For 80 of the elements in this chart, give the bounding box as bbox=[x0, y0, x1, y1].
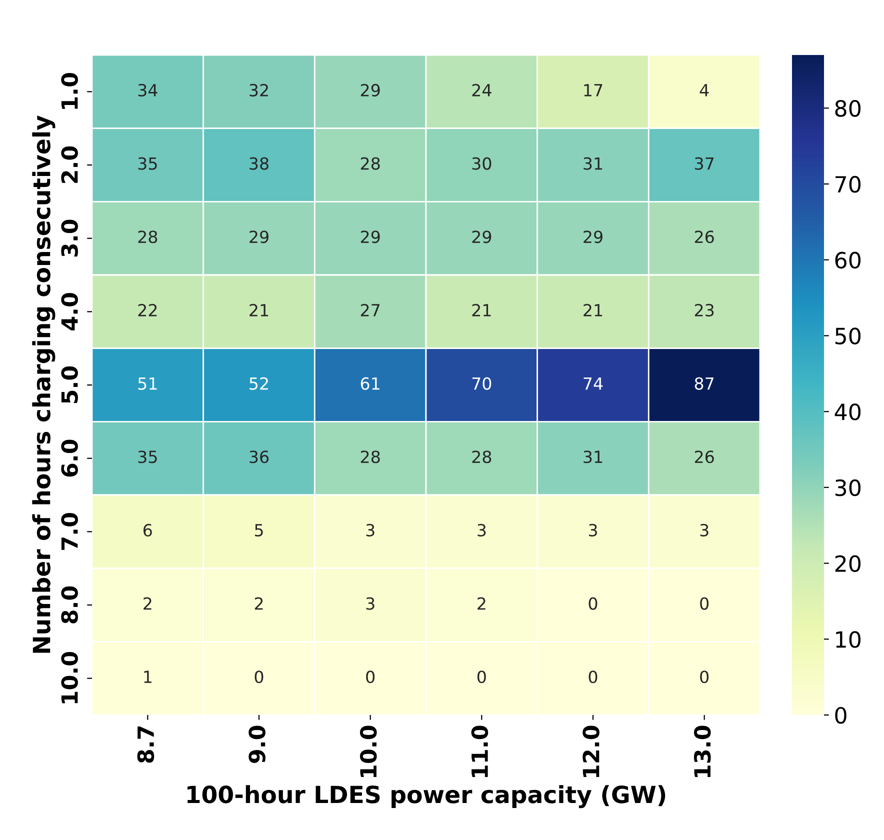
data-label: 22 bbox=[138, 304, 157, 316]
data-label: 5 bbox=[254, 524, 263, 537]
data-label: 31 bbox=[584, 450, 602, 464]
data-label: 61 bbox=[360, 377, 380, 390]
y-tick-label: 5.0 bbox=[61, 366, 78, 403]
data-label: 3 bbox=[366, 524, 374, 537]
data-label: 0 bbox=[254, 670, 264, 684]
y-tick-label: 8.0 bbox=[61, 586, 78, 624]
data-label: 1 bbox=[144, 670, 152, 683]
y-tick-label: 6.0 bbox=[61, 440, 78, 477]
data-label: 29 bbox=[250, 230, 268, 244]
data-label: 35 bbox=[138, 157, 157, 170]
color-bar-label: 20 bbox=[835, 555, 861, 572]
data-label: 52 bbox=[250, 377, 268, 390]
color-bar-label: 60 bbox=[835, 252, 861, 269]
y-axis-title: Number of hours charging consecutively bbox=[32, 115, 56, 653]
data-label: 0 bbox=[700, 670, 709, 684]
data-label: 0 bbox=[700, 597, 709, 610]
data-label: 0 bbox=[477, 670, 486, 684]
data-label: 70 bbox=[472, 377, 492, 390]
y-tick-label: 1.0 bbox=[61, 73, 78, 109]
y-tick-label: 7.0 bbox=[61, 513, 78, 550]
data-label: 26 bbox=[694, 230, 714, 244]
x-tick-label: 11.0 bbox=[471, 726, 488, 778]
data-label: 0 bbox=[366, 670, 375, 684]
data-label: 24 bbox=[472, 84, 492, 96]
y-tick-label: 10.0 bbox=[61, 652, 78, 704]
data-label: 30 bbox=[472, 157, 492, 170]
data-label: 29 bbox=[584, 230, 602, 244]
data-label: 28 bbox=[360, 450, 380, 464]
data-label: 0 bbox=[588, 597, 598, 610]
data-label: 2 bbox=[478, 597, 486, 610]
data-label: 3 bbox=[366, 597, 374, 610]
x-tick-label: 10.0 bbox=[360, 726, 377, 778]
data-label: 26 bbox=[694, 450, 714, 464]
data-label: 28 bbox=[360, 157, 380, 170]
y-tick-label: 3.0 bbox=[61, 220, 78, 257]
data-label: 21 bbox=[584, 304, 602, 316]
data-label: 27 bbox=[360, 304, 380, 316]
data-label: 51 bbox=[138, 377, 157, 390]
data-label: 21 bbox=[250, 304, 268, 316]
data-label: 35 bbox=[138, 450, 157, 464]
data-label: 28 bbox=[472, 450, 492, 464]
data-label: 0 bbox=[588, 670, 598, 684]
y-tick-label: 2.0 bbox=[61, 146, 78, 183]
data-label: 74 bbox=[584, 377, 603, 390]
color-bar-label: 40 bbox=[834, 404, 861, 420]
color-bar-label: 30 bbox=[835, 479, 861, 496]
data-label: 87 bbox=[694, 377, 714, 390]
color-bar-label: 10 bbox=[836, 631, 861, 648]
data-label: 32 bbox=[250, 84, 268, 97]
data-label: 3 bbox=[478, 524, 486, 537]
data-label: 3 bbox=[588, 524, 597, 537]
data-label: 37 bbox=[695, 157, 714, 170]
data-label: 29 bbox=[472, 230, 492, 244]
data-label: 17 bbox=[584, 84, 602, 96]
data-label: 2 bbox=[254, 597, 263, 610]
data-label: 38 bbox=[250, 157, 268, 170]
data-label: 29 bbox=[360, 230, 380, 244]
data-label: 36 bbox=[250, 450, 269, 464]
color-bar-label: 80 bbox=[835, 100, 861, 117]
data-label: 29 bbox=[360, 84, 380, 97]
data-label: 34 bbox=[138, 84, 158, 97]
color-bar-label: 50 bbox=[835, 328, 861, 344]
color-bar-label: 70 bbox=[836, 176, 861, 193]
data-label: 28 bbox=[138, 230, 158, 244]
data-label: 21 bbox=[472, 304, 491, 316]
x-tick-label: 9.0 bbox=[248, 726, 266, 763]
data-label: 31 bbox=[584, 157, 602, 170]
x-axis-title: 100-hour LDES power capacity (GW) bbox=[187, 785, 666, 808]
data-label: 2 bbox=[144, 597, 152, 610]
data-label: 3 bbox=[700, 524, 708, 537]
data-label: 23 bbox=[694, 304, 714, 317]
data-label: 4 bbox=[700, 84, 709, 96]
x-tick-label: 8.7 bbox=[137, 726, 154, 763]
y-tick-label: 4.0 bbox=[61, 293, 78, 330]
x-tick-label: 13.0 bbox=[694, 726, 711, 778]
color-bar-label: 0 bbox=[835, 706, 846, 724]
x-tick-label: 12.0 bbox=[582, 726, 600, 778]
data-label: 6 bbox=[144, 524, 152, 537]
